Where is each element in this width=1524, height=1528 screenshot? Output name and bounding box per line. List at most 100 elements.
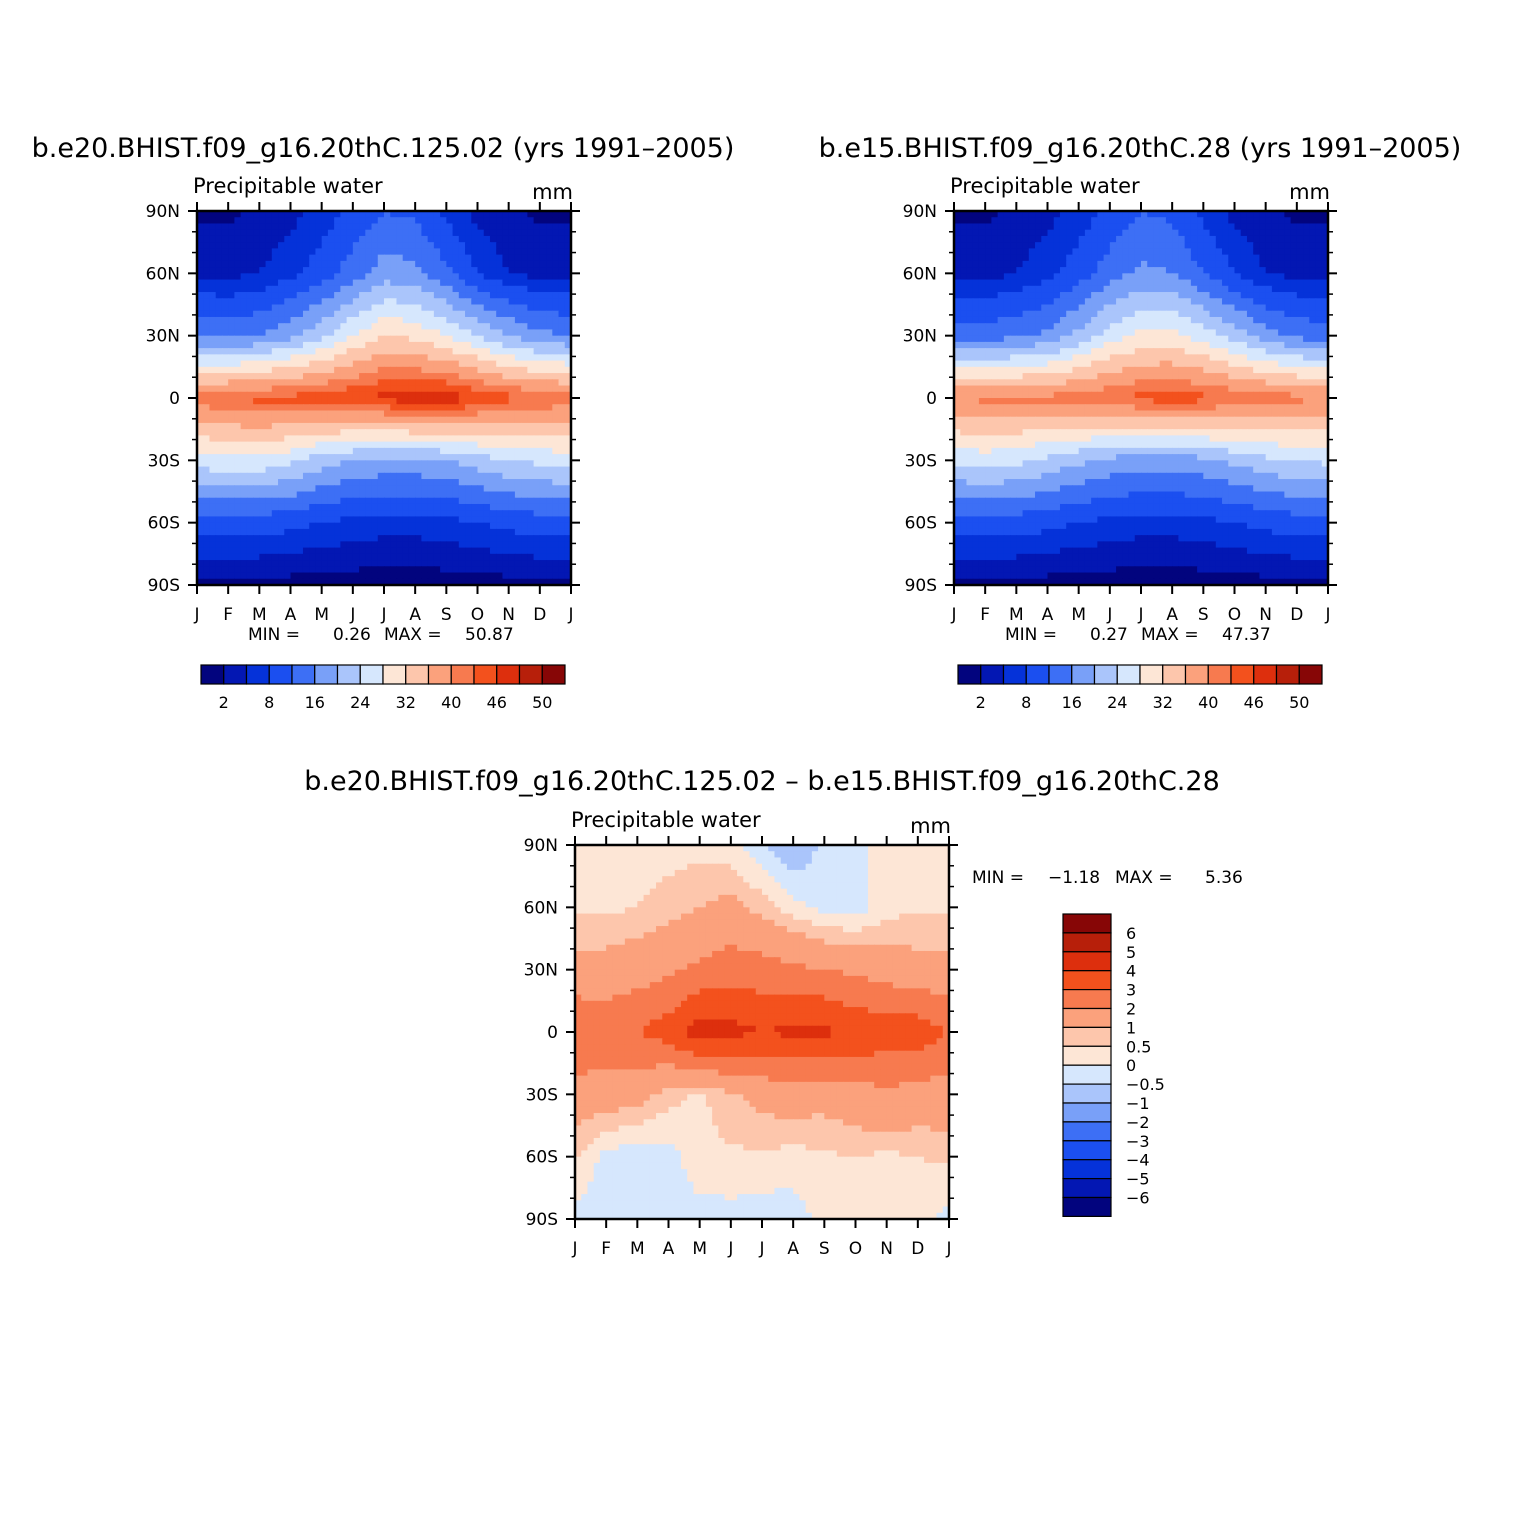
heatmap-cell bbox=[315, 323, 322, 330]
heatmap-cell bbox=[278, 392, 285, 399]
heatmap-cell bbox=[1097, 230, 1104, 237]
heatmap-cell bbox=[440, 492, 447, 499]
heatmap-cell bbox=[1297, 305, 1304, 312]
heatmap-cell bbox=[1104, 317, 1111, 324]
heatmap-cell bbox=[496, 510, 503, 517]
heatmap-cell bbox=[409, 379, 416, 386]
heatmap-cell bbox=[534, 392, 541, 399]
heatmap-cell bbox=[1291, 248, 1298, 255]
heatmap-cell bbox=[478, 223, 485, 230]
heatmap-cell bbox=[359, 342, 366, 349]
heatmap-cell bbox=[309, 286, 316, 293]
heatmap-cell bbox=[985, 255, 992, 262]
heatmap-cell bbox=[234, 248, 241, 255]
heatmap-cell bbox=[471, 473, 478, 480]
heatmap-cell bbox=[1309, 230, 1316, 237]
heatmap-cell bbox=[234, 230, 241, 237]
heatmap-cell bbox=[515, 566, 522, 573]
heatmap-cell bbox=[440, 223, 447, 230]
heatmap-cell bbox=[297, 311, 304, 318]
heatmap-cell bbox=[266, 386, 273, 393]
heatmap-cell bbox=[509, 566, 516, 573]
heatmap-cell bbox=[1228, 223, 1235, 230]
heatmap-cell bbox=[1004, 292, 1011, 299]
heatmap-cell bbox=[979, 273, 986, 280]
heatmap-cell bbox=[284, 523, 291, 530]
heatmap-cell bbox=[1178, 311, 1185, 318]
heatmap-cell bbox=[278, 273, 285, 280]
heatmap-cell bbox=[1023, 286, 1030, 293]
heatmap-cell bbox=[234, 386, 241, 393]
heatmap-cell bbox=[1185, 329, 1192, 336]
heatmap-cell bbox=[322, 398, 329, 405]
heatmap-cell bbox=[390, 217, 397, 224]
heatmap-cell bbox=[546, 573, 553, 580]
heatmap-cell bbox=[315, 535, 322, 542]
heatmap-cell bbox=[241, 361, 248, 368]
heatmap-cell bbox=[259, 373, 266, 380]
heatmap-cell bbox=[1122, 298, 1129, 305]
heatmap-cell bbox=[1116, 292, 1123, 299]
heatmap-cell bbox=[1091, 242, 1098, 249]
heatmap-cell bbox=[409, 429, 416, 436]
heatmap-cell bbox=[353, 255, 360, 262]
heatmap-cell bbox=[409, 435, 416, 442]
heatmap-cell bbox=[365, 367, 372, 374]
heatmap-cell bbox=[478, 423, 485, 430]
heatmap-cell bbox=[465, 305, 472, 312]
heatmap-cell bbox=[409, 323, 416, 330]
heatmap-cell bbox=[216, 267, 223, 274]
heatmap-cell bbox=[559, 566, 566, 573]
heatmap-cell bbox=[1016, 267, 1023, 274]
heatmap-cell bbox=[496, 498, 503, 505]
heatmap-cell bbox=[297, 516, 304, 523]
heatmap-cell bbox=[979, 323, 986, 330]
heatmap-cell bbox=[203, 323, 210, 330]
heatmap-cell bbox=[428, 485, 435, 492]
heatmap-cell bbox=[453, 329, 460, 336]
heatmap-cell bbox=[453, 261, 460, 268]
heatmap-cell bbox=[490, 560, 497, 567]
heatmap-cell bbox=[1004, 336, 1011, 343]
heatmap-cell bbox=[253, 242, 260, 249]
heatmap-cell bbox=[471, 479, 478, 486]
heatmap-cell bbox=[459, 435, 466, 442]
heatmap-cell bbox=[1023, 336, 1030, 343]
heatmap-cell bbox=[234, 467, 241, 474]
heatmap-cell bbox=[284, 516, 291, 523]
heatmap-cell bbox=[266, 548, 273, 555]
heatmap-cell bbox=[1291, 298, 1298, 305]
heatmap-cell bbox=[284, 248, 291, 255]
heatmap-cell bbox=[247, 492, 254, 499]
heatmap-cell bbox=[291, 392, 298, 399]
heatmap-cell bbox=[291, 311, 298, 318]
heatmap-cell bbox=[303, 248, 310, 255]
heatmap-cell bbox=[1129, 305, 1136, 312]
heatmap-cell bbox=[241, 423, 248, 430]
heatmap-cell bbox=[253, 560, 260, 567]
heatmap-cell bbox=[1135, 248, 1142, 255]
y-tick-label: 30S bbox=[148, 451, 180, 471]
heatmap-cell bbox=[222, 311, 229, 318]
heatmap-cell bbox=[253, 273, 260, 280]
heatmap-cell bbox=[496, 248, 503, 255]
heatmap-cell bbox=[409, 261, 416, 268]
heatmap-cell bbox=[247, 485, 254, 492]
heatmap-cell bbox=[378, 255, 385, 262]
heatmap-cell bbox=[1166, 286, 1173, 293]
heatmap-cell bbox=[241, 504, 248, 511]
heatmap-cell bbox=[1004, 230, 1011, 237]
heatmap-cell bbox=[415, 435, 422, 442]
heatmap-cell bbox=[521, 404, 528, 411]
heatmap-cell bbox=[1297, 217, 1304, 224]
heatmap-cell bbox=[1029, 323, 1036, 330]
heatmap-cell bbox=[421, 361, 428, 368]
heatmap-cell bbox=[1309, 223, 1316, 230]
heatmap-cell bbox=[484, 423, 491, 430]
heatmap-cell bbox=[1203, 223, 1210, 230]
heatmap-cell bbox=[527, 223, 534, 230]
heatmap-cell bbox=[490, 410, 497, 417]
heatmap-cell bbox=[372, 473, 379, 480]
heatmap-cell bbox=[434, 485, 441, 492]
heatmap-cell bbox=[540, 429, 547, 436]
